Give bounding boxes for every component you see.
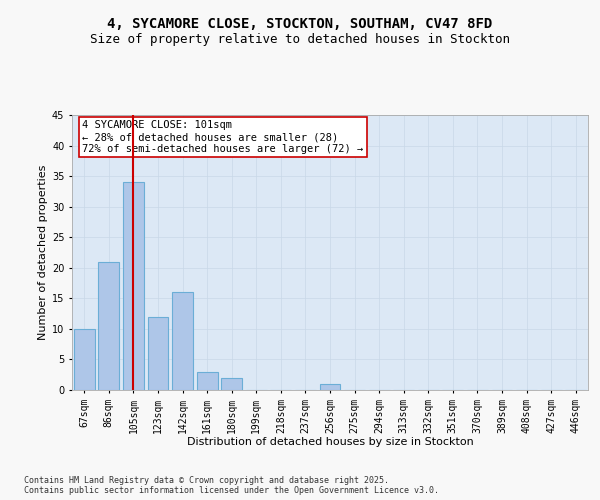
Bar <box>172 292 193 390</box>
Bar <box>221 378 242 390</box>
Bar <box>74 329 95 390</box>
Bar <box>148 316 169 390</box>
Y-axis label: Number of detached properties: Number of detached properties <box>38 165 47 340</box>
Text: Contains HM Land Registry data © Crown copyright and database right 2025.
Contai: Contains HM Land Registry data © Crown c… <box>24 476 439 495</box>
Bar <box>98 262 119 390</box>
Text: Size of property relative to detached houses in Stockton: Size of property relative to detached ho… <box>90 32 510 46</box>
X-axis label: Distribution of detached houses by size in Stockton: Distribution of detached houses by size … <box>187 437 473 447</box>
Text: 4, SYCAMORE CLOSE, STOCKTON, SOUTHAM, CV47 8FD: 4, SYCAMORE CLOSE, STOCKTON, SOUTHAM, CV… <box>107 18 493 32</box>
Text: 4 SYCAMORE CLOSE: 101sqm
← 28% of detached houses are smaller (28)
72% of semi-d: 4 SYCAMORE CLOSE: 101sqm ← 28% of detach… <box>82 120 364 154</box>
Bar <box>123 182 144 390</box>
Bar <box>197 372 218 390</box>
Bar <box>320 384 340 390</box>
